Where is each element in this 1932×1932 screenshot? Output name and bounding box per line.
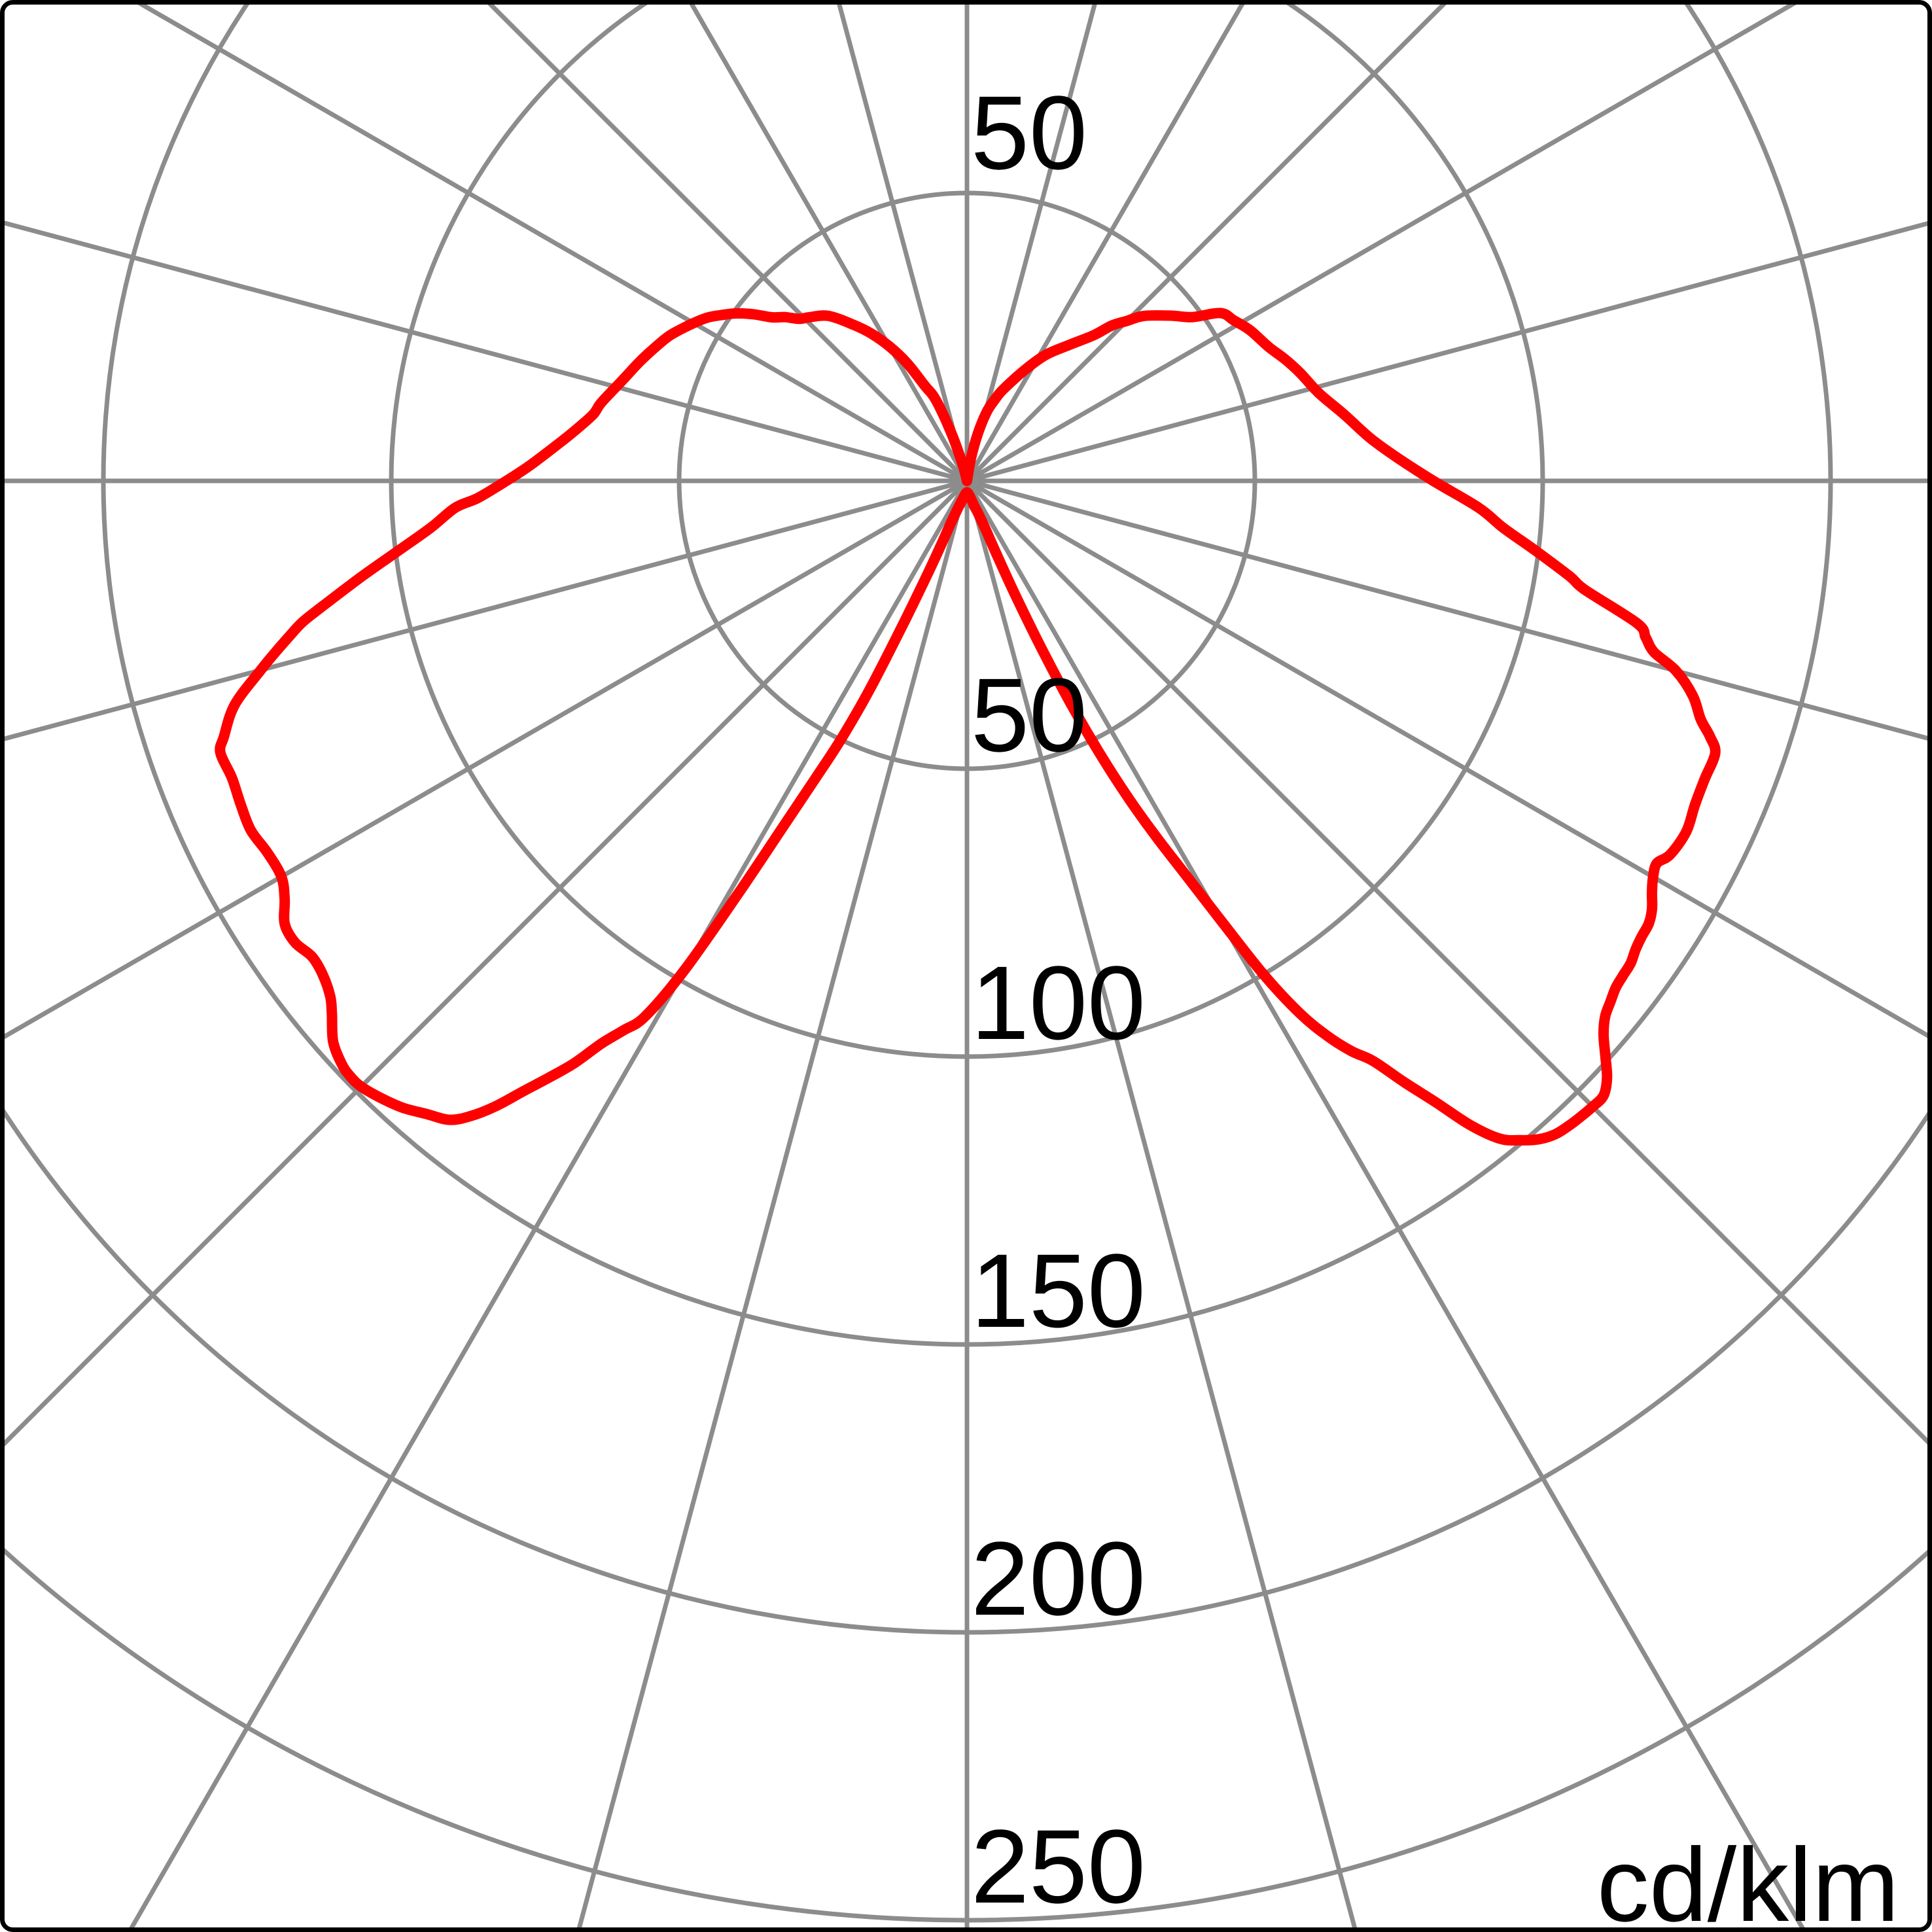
grid-spoke-30 xyxy=(964,480,1808,1932)
grid-spoke-75 xyxy=(966,478,1932,742)
grid-spoke-45 xyxy=(965,479,1932,1449)
grid-spoke-195 xyxy=(835,0,970,482)
grid-spoke-330 xyxy=(126,480,970,1932)
grid-spoke-240 xyxy=(129,0,968,483)
grid-spoke-105 xyxy=(966,220,1932,483)
radial-tick-label-200: 200 xyxy=(971,1520,1146,1637)
intensity-distribution-curve xyxy=(215,307,1721,1146)
radial-tick-label-150: 150 xyxy=(971,1232,1146,1349)
grid-spoke-165 xyxy=(964,0,1098,482)
unit-label-cd-klm: cd/klm xyxy=(1597,1826,1899,1932)
radial-tick-label-top-50: 50 xyxy=(971,74,1087,191)
radial-tick-label-100: 100 xyxy=(971,944,1146,1061)
grid-spoke-285 xyxy=(0,478,968,743)
grid-spoke-15 xyxy=(964,480,1358,1932)
grid-spoke-315 xyxy=(0,479,969,1451)
grid-spoke-135 xyxy=(965,0,1451,483)
radial-tick-label-50: 50 xyxy=(971,656,1087,773)
radial-tick-label-250: 250 xyxy=(971,1808,1146,1925)
grid-spoke-120 xyxy=(966,0,1805,483)
grid-spoke-210 xyxy=(686,0,970,482)
grid-spoke-255 xyxy=(0,219,968,483)
grid-spoke-345 xyxy=(576,480,970,1932)
grid-spoke-225 xyxy=(483,0,969,483)
grid-spoke-150 xyxy=(964,0,1248,482)
